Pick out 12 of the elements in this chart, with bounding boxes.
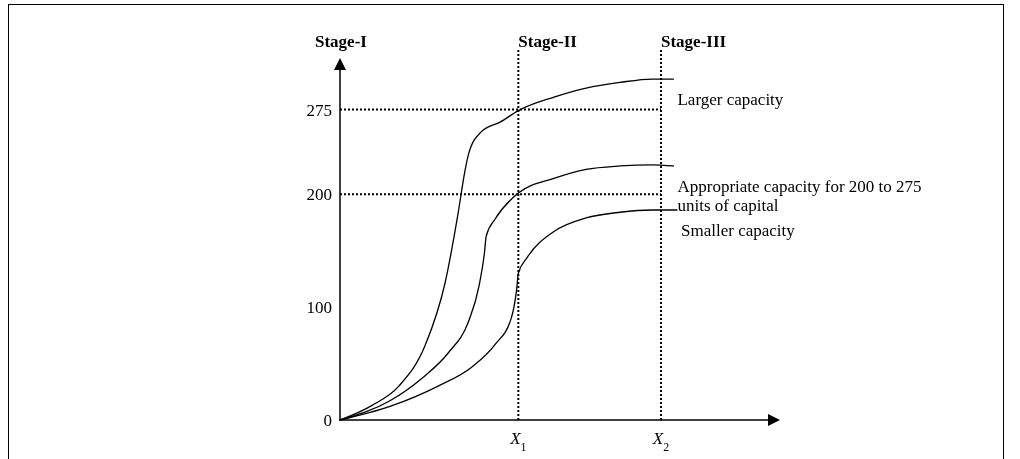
x-tick-label: X$_{2}$ [651, 429, 670, 454]
text: Stage-I [315, 32, 368, 51]
ref-line-label: Stage-II [518, 32, 578, 51]
y-tick-label: 275 [306, 100, 332, 120]
x-tick-label: X$_{1}$ [509, 429, 527, 454]
y-tick-label: 100 [306, 298, 332, 318]
series-label: Smaller capacity [681, 221, 796, 240]
series-label: Appropriate capacity for 200 to 275 units of capital [677, 176, 922, 215]
ref-line-label: Stage-III [661, 32, 727, 51]
y-tick-label: 0 [323, 411, 332, 430]
series-label: Larger capacity [677, 90, 784, 110]
y-tick-label: 200 [306, 185, 332, 205]
